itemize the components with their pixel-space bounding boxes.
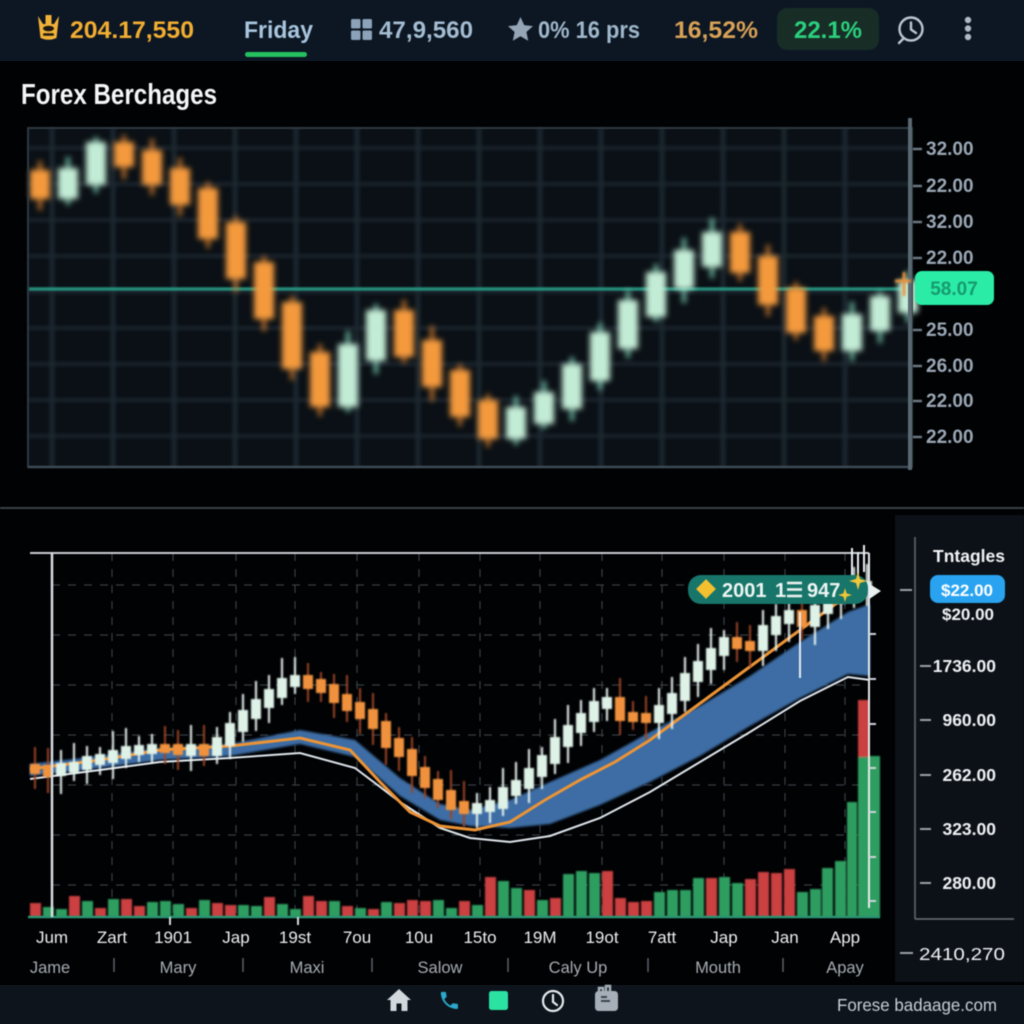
svg-text:1901: 1901 — [154, 928, 192, 947]
svg-text:Maxi: Maxi — [290, 959, 325, 977]
svg-text:947: 947 — [807, 580, 840, 602]
svg-text:22.00: 22.00 — [926, 427, 974, 448]
svg-text:Jame: Jame — [30, 959, 70, 977]
svg-text:0% 16 prs: 0% 16 prs — [538, 17, 640, 44]
svg-text:280.00: 280.00 — [942, 873, 996, 893]
svg-text:Jum: Jum — [36, 928, 68, 947]
svg-text:323.00: 323.00 — [942, 819, 996, 839]
svg-text:19st: 19st — [279, 928, 311, 947]
svg-text:Zart: Zart — [97, 928, 128, 947]
svg-text:22.00: 22.00 — [926, 391, 974, 412]
svg-text:960.00: 960.00 — [942, 710, 996, 730]
svg-text:$22.00: $22.00 — [941, 581, 993, 600]
svg-text:Forex Berchages: Forex Berchages — [21, 79, 217, 111]
svg-text:19ot: 19ot — [585, 928, 618, 947]
svg-text:22.00: 22.00 — [926, 248, 974, 269]
svg-text:Caly Up: Caly Up — [549, 959, 608, 977]
svg-text:App: App — [830, 928, 860, 947]
svg-text:2410,270: 2410,270 — [919, 944, 1005, 964]
svg-text:Jap: Jap — [710, 928, 737, 947]
svg-text:10u: 10u — [405, 928, 433, 947]
svg-text:1: 1 — [775, 580, 786, 602]
svg-text:22.1%: 22.1% — [794, 17, 862, 44]
svg-text:26.00: 26.00 — [926, 356, 974, 377]
svg-text:Jan: Jan — [771, 928, 798, 947]
svg-text:1736.00: 1736.00 — [933, 656, 997, 676]
svg-text:Mouth: Mouth — [695, 959, 741, 977]
svg-text:32.00: 32.00 — [926, 212, 974, 233]
svg-text:7ou: 7ou — [343, 928, 371, 947]
svg-text:262.00: 262.00 — [942, 765, 996, 785]
svg-text:Tntagles: Tntagles — [933, 546, 1005, 566]
svg-text:Mary: Mary — [160, 959, 197, 977]
svg-text:16,52%: 16,52% — [674, 17, 758, 44]
svg-text:7att: 7att — [648, 928, 677, 947]
svg-text:25.00: 25.00 — [926, 320, 974, 341]
svg-text:2001: 2001 — [722, 580, 767, 602]
svg-text:Forese badaage.com: Forese badaage.com — [837, 995, 997, 1015]
svg-text:Jap: Jap — [222, 928, 249, 947]
svg-text:47,9,560: 47,9,560 — [379, 17, 473, 44]
svg-text:19M: 19M — [523, 928, 556, 947]
svg-text:32.00: 32.00 — [926, 139, 974, 160]
svg-text:$20.00: $20.00 — [942, 605, 994, 624]
svg-text:Friday: Friday — [244, 17, 314, 44]
svg-text:22.00: 22.00 — [926, 176, 974, 197]
svg-text:Salow: Salow — [418, 959, 463, 977]
svg-text:15to: 15to — [463, 928, 496, 947]
svg-text:204.17,550: 204.17,550 — [70, 17, 194, 44]
svg-text:Apay: Apay — [826, 959, 864, 977]
svg-text:58.07: 58.07 — [930, 279, 978, 300]
